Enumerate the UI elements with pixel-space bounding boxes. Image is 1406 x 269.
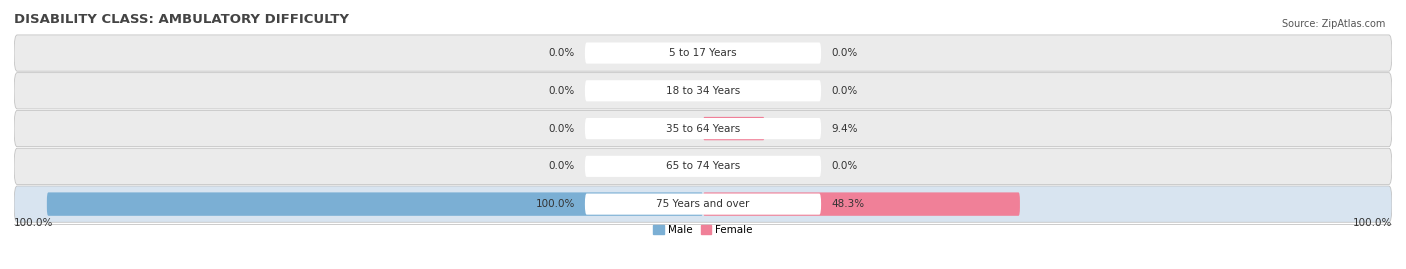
Text: Source: ZipAtlas.com: Source: ZipAtlas.com [1281, 19, 1385, 29]
FancyBboxPatch shape [14, 186, 1392, 222]
Text: 0.0%: 0.0% [548, 48, 575, 58]
FancyBboxPatch shape [14, 148, 1392, 185]
Text: 9.4%: 9.4% [831, 123, 858, 134]
FancyBboxPatch shape [14, 73, 1392, 109]
FancyBboxPatch shape [703, 192, 1019, 216]
Text: 0.0%: 0.0% [548, 161, 575, 171]
Text: 100.0%: 100.0% [14, 218, 53, 228]
Text: 0.0%: 0.0% [831, 161, 858, 171]
Legend: Male, Female: Male, Female [650, 221, 756, 239]
Text: 5 to 17 Years: 5 to 17 Years [669, 48, 737, 58]
Text: 35 to 64 Years: 35 to 64 Years [666, 123, 740, 134]
Text: 65 to 74 Years: 65 to 74 Years [666, 161, 740, 171]
Text: 0.0%: 0.0% [831, 86, 858, 96]
FancyBboxPatch shape [585, 80, 821, 101]
FancyBboxPatch shape [14, 35, 1392, 71]
Text: 0.0%: 0.0% [548, 86, 575, 96]
Text: 18 to 34 Years: 18 to 34 Years [666, 86, 740, 96]
FancyBboxPatch shape [703, 117, 765, 140]
FancyBboxPatch shape [585, 118, 821, 139]
Text: 48.3%: 48.3% [831, 199, 865, 209]
FancyBboxPatch shape [46, 192, 703, 216]
Text: 100.0%: 100.0% [536, 199, 575, 209]
FancyBboxPatch shape [585, 193, 821, 215]
Text: 75 Years and over: 75 Years and over [657, 199, 749, 209]
Text: 100.0%: 100.0% [1353, 218, 1392, 228]
FancyBboxPatch shape [14, 111, 1392, 147]
Text: DISABILITY CLASS: AMBULATORY DIFFICULTY: DISABILITY CLASS: AMBULATORY DIFFICULTY [14, 13, 349, 26]
Text: 0.0%: 0.0% [548, 123, 575, 134]
Text: 0.0%: 0.0% [831, 48, 858, 58]
FancyBboxPatch shape [585, 43, 821, 64]
FancyBboxPatch shape [585, 156, 821, 177]
